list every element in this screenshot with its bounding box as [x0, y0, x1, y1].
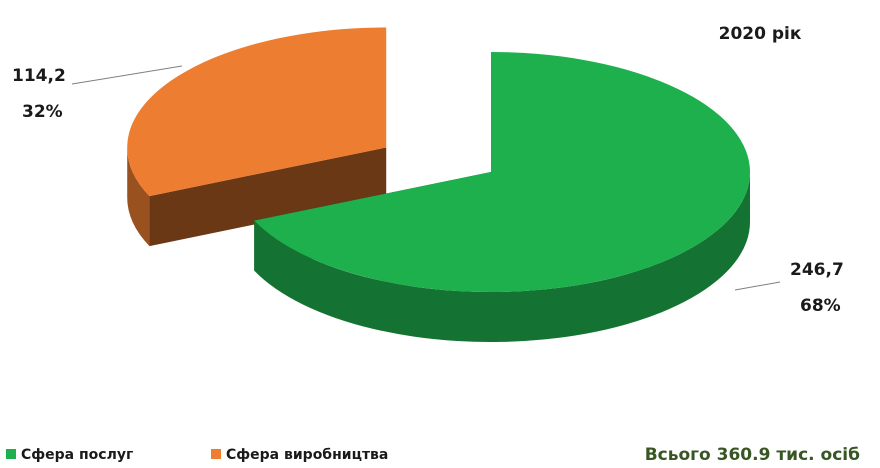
- leader-line: [71, 65, 183, 85]
- legend-label: Сфера виробництва: [226, 447, 388, 463]
- legend-label: Сфера послуг: [21, 447, 133, 463]
- slice-side: [254, 172, 751, 343]
- value-label: 246,7: [790, 260, 844, 280]
- chart-title: 2020 рік: [719, 24, 802, 44]
- percent-label: 32%: [22, 102, 63, 122]
- value-label: 114,2: [12, 66, 66, 86]
- slice-side: [127, 147, 150, 247]
- legend-swatch: [6, 449, 16, 459]
- percent-label: 68%: [800, 296, 841, 316]
- slice-wall: [149, 147, 387, 247]
- leader-line: [734, 281, 781, 291]
- slice: [127, 27, 387, 197]
- annotation: Всього 360.9 тис. осіб: [645, 445, 860, 465]
- legend-swatch: [211, 449, 221, 459]
- slice: [254, 52, 751, 292]
